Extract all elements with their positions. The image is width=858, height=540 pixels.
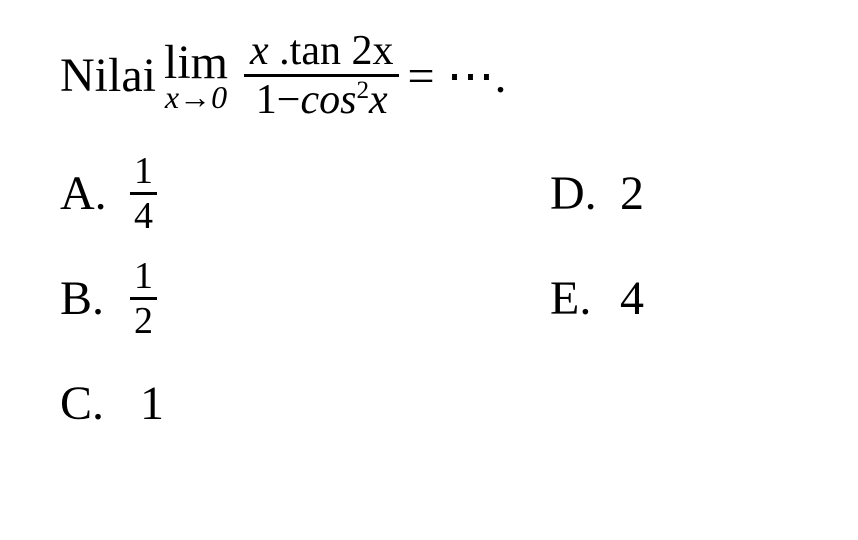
option-a-label: A. [60, 166, 130, 221]
options-right-column: D. 2 E. 4 [550, 141, 750, 456]
fraction-denominator: 1−cos2x [250, 77, 394, 121]
num-x: x [250, 28, 279, 74]
option-d: D. 2 [550, 141, 750, 246]
option-a-num: 1 [130, 152, 157, 195]
lim-approach: x→0 [165, 81, 227, 113]
option-e-label: E. [550, 271, 620, 326]
prefix-text: Nilai [60, 48, 156, 103]
option-e-value: 4 [620, 271, 644, 326]
lim-var: x [165, 79, 179, 115]
option-a-den: 4 [130, 195, 157, 235]
lim-arrow: → [179, 79, 211, 115]
den-minus: − [277, 77, 301, 123]
option-e: E. 4 [550, 246, 750, 351]
den-cos: cos [300, 77, 356, 123]
option-d-value: 2 [620, 166, 644, 221]
option-b-label: B. [60, 271, 130, 326]
num-dot: . [279, 28, 290, 74]
option-c-value: 1 [140, 376, 164, 431]
option-b-value: 1 2 [130, 257, 157, 340]
option-d-label: D. [550, 166, 620, 221]
option-b-den: 2 [130, 300, 157, 340]
options-left-column: A. 1 4 B. 1 2 C. 1 [60, 141, 550, 456]
num-tan: tan [290, 28, 352, 74]
lim-val: 0 [211, 79, 227, 115]
option-b: B. 1 2 [60, 246, 550, 351]
main-fraction: x .tan 2x 1−cos2x [244, 30, 399, 121]
options-container: A. 1 4 B. 1 2 C. 1 D. 2 E. 4 [60, 141, 798, 456]
option-a: A. 1 4 [60, 141, 550, 246]
option-b-num: 1 [130, 257, 157, 300]
num-arg: 2x [351, 28, 393, 74]
den-var: x [369, 77, 388, 123]
den-one: 1 [256, 77, 277, 123]
fraction-numerator: x .tan 2x [244, 30, 399, 77]
limit-block: lim x→0 [164, 39, 228, 113]
option-a-value: 1 4 [130, 152, 157, 235]
den-exp: 2 [356, 77, 369, 104]
question-line: Nilai lim x→0 x .tan 2x 1−cos2x = ⋯. [60, 30, 798, 121]
option-c-label: C. [60, 376, 130, 431]
equals-dots: = ⋯. [407, 48, 506, 104]
option-c: C. 1 [60, 351, 550, 456]
